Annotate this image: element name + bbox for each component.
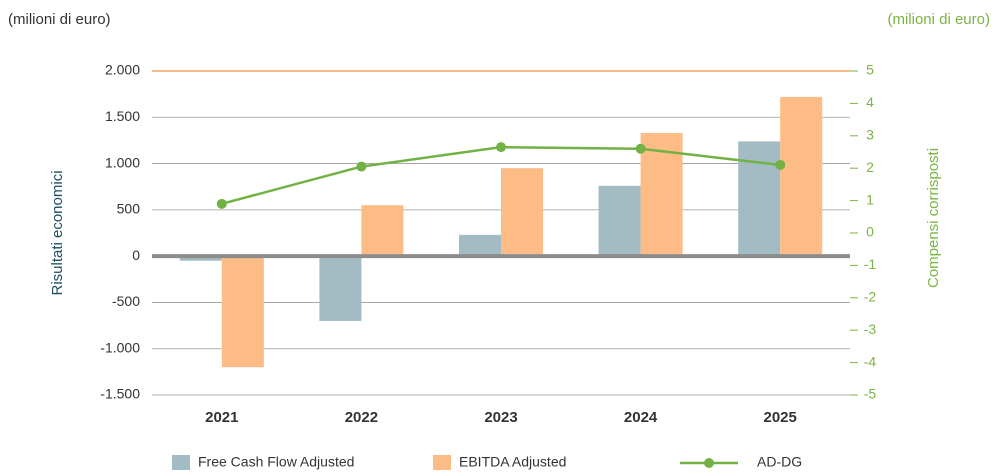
y2-unit-label: (milioni di euro) — [887, 11, 990, 28]
line-marker — [356, 161, 367, 172]
y2-tick-label: 0 — [866, 224, 874, 240]
y-tick-label: 0 — [132, 247, 140, 263]
bar — [780, 96, 823, 257]
x-tick-label: 2021 — [205, 409, 238, 426]
y2-tick-label: 2 — [866, 159, 874, 175]
y2-tick-label: -5 — [864, 386, 877, 402]
y2-tick-label: 1 — [866, 191, 874, 207]
legend-marker — [704, 458, 714, 468]
y-tick-label: 1.500 — [105, 108, 140, 124]
y2-tick-label: 5 — [866, 62, 874, 78]
x-tick-label: 2023 — [484, 409, 517, 426]
line-marker — [775, 159, 786, 170]
bar — [319, 256, 362, 321]
bar — [598, 185, 641, 257]
y2-tick-label: 4 — [866, 94, 874, 110]
x-tick-label: 2022 — [345, 409, 378, 426]
y2-axis-title: Compensi corrisposti — [925, 148, 942, 288]
y-tick-label: -500 — [112, 293, 140, 309]
y-unit-label: (milioni di euro) — [8, 11, 111, 28]
legend-label: Free Cash Flow Adjusted — [198, 454, 354, 470]
bar — [738, 141, 781, 257]
line-marker — [496, 142, 506, 153]
y-tick-label: -1.000 — [100, 339, 140, 355]
bar — [459, 234, 501, 257]
bar — [221, 256, 264, 368]
line-marker — [216, 198, 227, 209]
legend-swatch — [433, 455, 451, 470]
x-tick-label: 2025 — [764, 409, 797, 426]
bar — [361, 205, 404, 257]
y-tick-label: 2.000 — [105, 62, 140, 78]
y2-tick-label: -4 — [864, 353, 877, 369]
y-tick-label: -1.500 — [100, 386, 140, 402]
y2-tick-label: -2 — [864, 289, 877, 305]
y2-tick-label: 3 — [866, 127, 874, 143]
legend-label: AD-DG — [757, 454, 802, 470]
legend-label: EBITDA Adjusted — [459, 454, 566, 470]
x-tick-label: 2024 — [624, 409, 658, 426]
y2-tick-label: -3 — [864, 321, 877, 337]
bar — [179, 256, 222, 261]
y-tick-label: 1.000 — [105, 154, 140, 170]
line-marker — [635, 143, 646, 154]
y-tick-label: 500 — [117, 201, 141, 217]
y-axis-title: Risultati economici — [49, 170, 66, 295]
y2-tick-label: -1 — [864, 256, 877, 272]
bar — [501, 168, 543, 257]
legend-swatch — [172, 455, 190, 470]
